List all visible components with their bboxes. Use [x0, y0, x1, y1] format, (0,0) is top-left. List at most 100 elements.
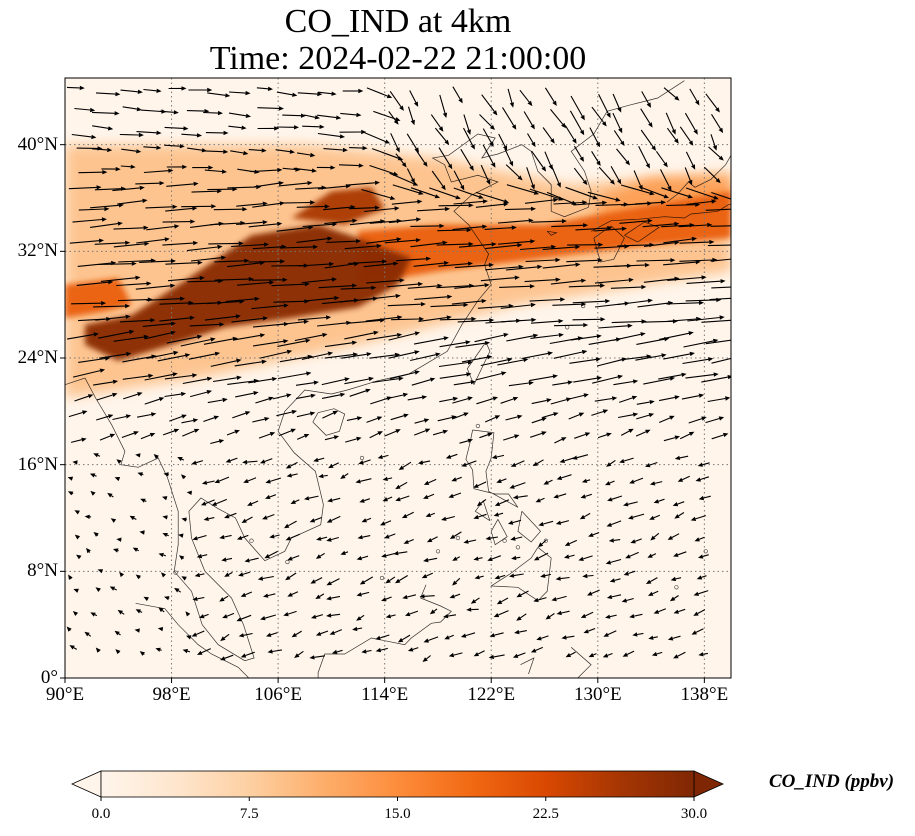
wind-arrow — [260, 458, 273, 464]
wind-arrow — [236, 220, 268, 226]
wind-arrow — [510, 536, 523, 541]
wind-arrow — [711, 114, 724, 134]
wind-arrow — [497, 357, 529, 366]
coastline-segment — [624, 221, 660, 243]
wind-arrow — [552, 302, 587, 307]
wind-arrow — [423, 636, 439, 643]
wind-arrow — [605, 480, 615, 486]
wind-arrow — [658, 415, 675, 424]
wind-arrow — [348, 205, 380, 210]
wind-arrow — [650, 532, 660, 541]
wind-arrow — [132, 547, 140, 552]
wind-arrow — [315, 552, 325, 559]
wind-arrow — [369, 164, 399, 176]
plume-east-band — [358, 191, 731, 285]
wind-arrow — [570, 334, 602, 341]
wind-arrow — [162, 219, 196, 224]
wind-arrow — [460, 632, 476, 638]
concentration-field — [65, 144, 731, 398]
wind-arrow — [122, 106, 142, 112]
wind-arrow — [375, 647, 388, 653]
wind-arrow — [449, 593, 461, 599]
wind-arrow — [135, 453, 141, 458]
wind-arrow — [143, 168, 174, 174]
wind-arrow — [235, 391, 259, 398]
wind-arrow — [395, 495, 410, 502]
plot-title: CO_IND at 4km — [284, 3, 512, 40]
wind-arrow — [395, 481, 408, 490]
wind-arrow — [594, 277, 634, 284]
wind-arrow — [139, 530, 145, 535]
wind-arrow — [438, 147, 453, 170]
wind-arrow — [438, 203, 474, 208]
wind-arrow — [121, 148, 142, 154]
wind-arrow — [551, 223, 589, 228]
wind-arrow — [685, 372, 719, 379]
wind-arrow — [388, 331, 420, 341]
wind-arrow — [264, 550, 278, 559]
plume-upper-core — [291, 187, 385, 225]
wind-arrow — [219, 595, 229, 602]
wind-arrow — [313, 457, 325, 462]
wind-arrow — [76, 554, 82, 560]
wind-arrow — [119, 571, 125, 578]
wind-arrow — [619, 395, 638, 403]
wind-arrow — [530, 646, 544, 653]
wind-arrow — [95, 314, 131, 321]
wind-arrow — [186, 635, 192, 640]
gridlines — [65, 78, 731, 678]
wind-arrow — [272, 393, 292, 400]
colorbar-tick-label: 22.5 — [532, 806, 559, 822]
wind-arrow — [393, 551, 408, 556]
wind-arrow — [482, 144, 496, 168]
wind-arrow — [283, 610, 297, 617]
wind-arrow — [592, 374, 623, 384]
wind-arrow — [630, 538, 642, 544]
wind-arrow — [248, 221, 283, 228]
wind-arrow — [110, 518, 117, 523]
wind-arrow — [163, 472, 169, 477]
wind-arrow — [461, 460, 477, 467]
wind-arrow — [164, 391, 187, 398]
colorbar-extend-max — [693, 770, 724, 798]
wind-arrow — [237, 280, 275, 286]
wind-arrow — [494, 499, 510, 506]
wind-arrow — [555, 520, 570, 525]
wind-arrow — [473, 556, 483, 561]
wind-arrow — [92, 147, 113, 153]
wind-arrow — [556, 610, 570, 616]
wind-arrow — [612, 93, 622, 113]
wind-arrow — [254, 181, 284, 188]
wind-arrow — [144, 397, 165, 405]
wind-arrow — [529, 374, 558, 382]
wind-arrow — [164, 126, 189, 131]
wind-arrow — [346, 416, 363, 421]
wind-arrow — [422, 655, 431, 662]
wind-arrow — [407, 647, 419, 652]
wind-arrow — [568, 412, 585, 420]
wind-arrow — [438, 360, 473, 368]
wind-arrow — [710, 134, 717, 151]
wind-arrow — [439, 396, 459, 403]
coastline-segment — [317, 584, 452, 678]
plot-time: Time: 2024-02-22 21:00:00 — [209, 40, 587, 77]
wind-arrow — [298, 261, 335, 267]
wind-arrow — [271, 282, 310, 287]
wind-arrow — [693, 609, 706, 616]
wind-arrow — [361, 188, 396, 200]
wind-arrow — [345, 436, 362, 443]
wind-arrow — [248, 377, 278, 384]
wind-arrow — [228, 125, 247, 130]
wind-arrow — [326, 536, 339, 542]
wind-arrow — [256, 86, 273, 91]
wind-arrow — [679, 126, 694, 146]
wind-arrow — [605, 558, 622, 565]
wind-arrow — [579, 512, 591, 520]
wind-arrow — [521, 351, 553, 360]
wind-arrow — [538, 520, 554, 527]
wind-arrow — [241, 516, 253, 523]
wind-arrow — [291, 630, 302, 638]
wind-arrow — [470, 597, 480, 604]
wind-arrow — [159, 315, 195, 322]
wind-arrow — [679, 431, 695, 440]
